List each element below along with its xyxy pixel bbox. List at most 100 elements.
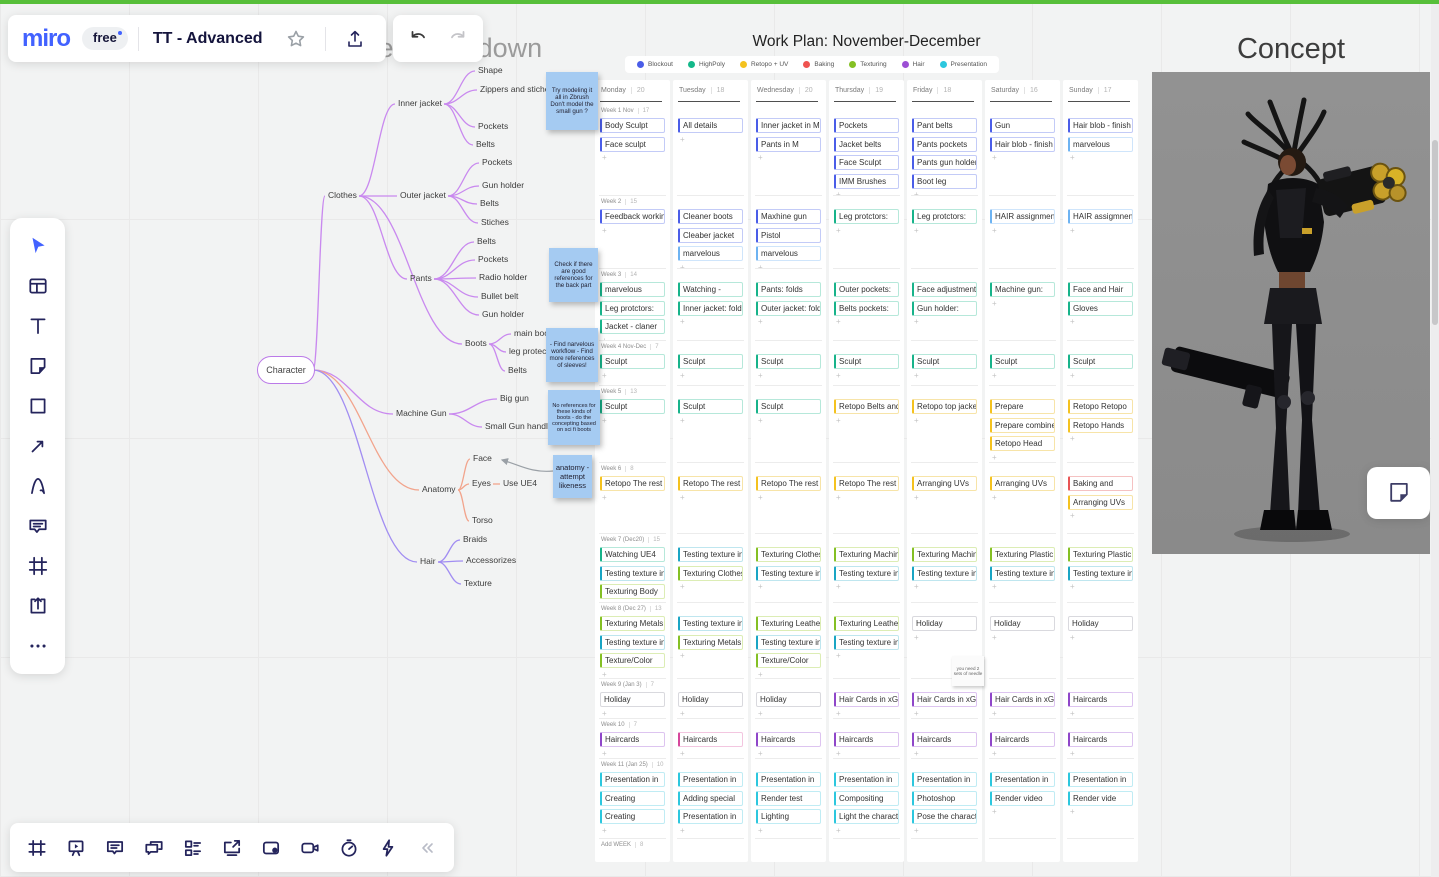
add-card-plus[interactable]: +: [680, 262, 685, 268]
plan-card[interactable]: Holiday: [912, 616, 977, 631]
undo-button[interactable]: [399, 20, 437, 58]
redo-button[interactable]: [439, 20, 477, 58]
mindmap-node[interactable]: Bullet belt: [481, 291, 519, 301]
mindmap-node[interactable]: Texture: [464, 578, 492, 588]
add-card-plus[interactable]: +: [992, 153, 997, 162]
add-card-plus[interactable]: +: [602, 370, 607, 380]
plan-card[interactable]: Arranging UVs: [912, 476, 977, 491]
plan-card[interactable]: marvelous: [678, 246, 743, 261]
plan-card[interactable]: Jacket - claner: [600, 319, 665, 334]
mindmap-node[interactable]: Small Gun handles: [485, 421, 557, 431]
plan-card[interactable]: Testing texture in: [756, 565, 821, 581]
plan-card[interactable]: Retopo Hands: [1068, 417, 1133, 433]
add-card-plus[interactable]: +: [602, 492, 607, 502]
plan-card[interactable]: Leg protctors:: [600, 300, 665, 316]
plan-card[interactable]: Creating: [600, 809, 665, 824]
add-card-plus[interactable]: +: [1070, 434, 1075, 443]
plan-card[interactable]: Texture/Color: [600, 653, 665, 668]
sticky-note[interactable]: - Find narvelous workflow - Find more re…: [546, 328, 598, 382]
plan-card[interactable]: Haircards: [756, 732, 821, 747]
plan-card[interactable]: Retopo The rest: [600, 476, 665, 491]
plan-card[interactable]: Body Sculpt: [600, 118, 665, 133]
plan-card[interactable]: Outer jacket: folds: [756, 300, 821, 316]
plan-card[interactable]: Testing texture in: [990, 565, 1055, 581]
plan-card[interactable]: Pose the character: [912, 809, 977, 824]
plan-card[interactable]: Boot leg: [912, 173, 977, 189]
plan-card[interactable]: Texturing Machine: [834, 547, 899, 562]
add-card-plus[interactable]: +: [836, 370, 841, 380]
plan-card[interactable]: Lighting: [756, 809, 821, 824]
plan-card[interactable]: Hair Cards in xGen: [912, 692, 977, 707]
plan-card[interactable]: Haircards: [990, 732, 1055, 747]
plan-card[interactable]: Sculpt: [1068, 354, 1133, 369]
mindmap-node[interactable]: Anatomy: [422, 484, 456, 494]
plan-card[interactable]: marvelous: [600, 282, 665, 297]
plan-card[interactable]: Compositing: [834, 790, 899, 806]
mindmap-node[interactable]: leg protectors: [509, 346, 561, 356]
plan-card[interactable]: Testing texture in: [1068, 565, 1133, 581]
plan-card[interactable]: HAIR assigmnent: [1068, 209, 1133, 224]
plan-card[interactable]: Presentation in: [912, 772, 977, 787]
plan-card[interactable]: Pistol: [756, 227, 821, 243]
plan-card[interactable]: Haircards: [600, 732, 665, 747]
add-card-plus[interactable]: +: [1070, 370, 1075, 380]
plan-card[interactable]: Arranging UVs: [1068, 494, 1133, 510]
plan-card[interactable]: Hair Cards in xGen: [834, 692, 899, 707]
vertical-scrollbar[interactable]: [1431, 0, 1439, 877]
plan-card[interactable]: Face adjustments: [912, 282, 977, 297]
mindmap-node[interactable]: Outer jacket: [400, 190, 446, 200]
plan-card[interactable]: Retopo The rest: [756, 476, 821, 491]
add-card-plus[interactable]: +: [836, 651, 841, 660]
plan-card[interactable]: Retopo The rest: [678, 476, 743, 491]
add-card-plus[interactable]: +: [914, 825, 919, 835]
plan-badge[interactable]: free: [82, 27, 128, 50]
mindmap-node[interactable]: Boots: [465, 338, 487, 348]
plan-card[interactable]: Light the character: [834, 809, 899, 824]
plan-card[interactable]: Retopo Belts and: [834, 399, 899, 414]
add-card-plus[interactable]: +: [836, 825, 841, 835]
mindmap-node[interactable]: Pockets: [478, 254, 509, 264]
sticky-note-tool-button[interactable]: [18, 346, 58, 386]
automation-button[interactable]: [369, 829, 407, 867]
add-card-plus[interactable]: +: [1070, 748, 1075, 758]
add-card-plus[interactable]: +: [758, 492, 763, 502]
plan-card[interactable]: Texturing Leather: [756, 616, 821, 631]
add-card-plus[interactable]: +: [602, 153, 607, 162]
plan-card[interactable]: marvelous: [756, 246, 821, 261]
add-card-plus[interactable]: +: [758, 262, 763, 268]
add-card-plus[interactable]: +: [680, 370, 685, 380]
plan-card[interactable]: Pockets: [834, 118, 899, 133]
plan-card[interactable]: Texturing Body: [600, 584, 665, 599]
plan-card[interactable]: Creating: [600, 790, 665, 806]
plan-card[interactable]: Face and Hair: [1068, 282, 1133, 297]
mindmap-node[interactable]: Belts: [480, 198, 499, 208]
plan-card[interactable]: Inner jacket in M: [756, 118, 821, 133]
plan-card[interactable]: Texturing Plastic: [1068, 547, 1133, 562]
mindmap-node[interactable]: Gun holder: [482, 180, 525, 190]
plan-card[interactable]: Render vide: [1068, 790, 1133, 806]
plan-card[interactable]: Sculpt: [912, 354, 977, 369]
add-card-plus[interactable]: +: [914, 748, 919, 758]
plan-card[interactable]: Sculpt: [834, 354, 899, 369]
plan-card[interactable]: Sculpt: [600, 399, 665, 414]
video-button[interactable]: [291, 829, 329, 867]
plan-card[interactable]: Texturing Metals: [678, 634, 743, 650]
comment-tool-button[interactable]: [18, 506, 58, 546]
add-card-plus[interactable]: +: [758, 825, 763, 835]
add-card-plus[interactable]: +: [602, 825, 607, 835]
mindmap-node[interactable]: Inner jacket: [398, 98, 442, 108]
add-card-plus[interactable]: +: [914, 582, 919, 591]
timer-button[interactable]: [330, 829, 368, 867]
plan-card[interactable]: Adding special: [678, 790, 743, 806]
cards-button[interactable]: [174, 829, 212, 867]
add-card-plus[interactable]: +: [680, 651, 685, 660]
plan-card[interactable]: Watching -: [678, 282, 743, 297]
sticky-note[interactable]: Try modeling it all in Zbrush Don't mode…: [546, 72, 598, 130]
add-card-plus[interactable]: +: [1070, 582, 1075, 591]
add-card-plus[interactable]: +: [914, 415, 919, 425]
plan-card[interactable]: Testing texture in: [834, 634, 899, 650]
recording-button[interactable]: [252, 829, 290, 867]
more-tools-button[interactable]: [18, 626, 58, 666]
plan-card[interactable]: Render video: [990, 790, 1055, 806]
add-card-plus[interactable]: +: [680, 415, 685, 425]
